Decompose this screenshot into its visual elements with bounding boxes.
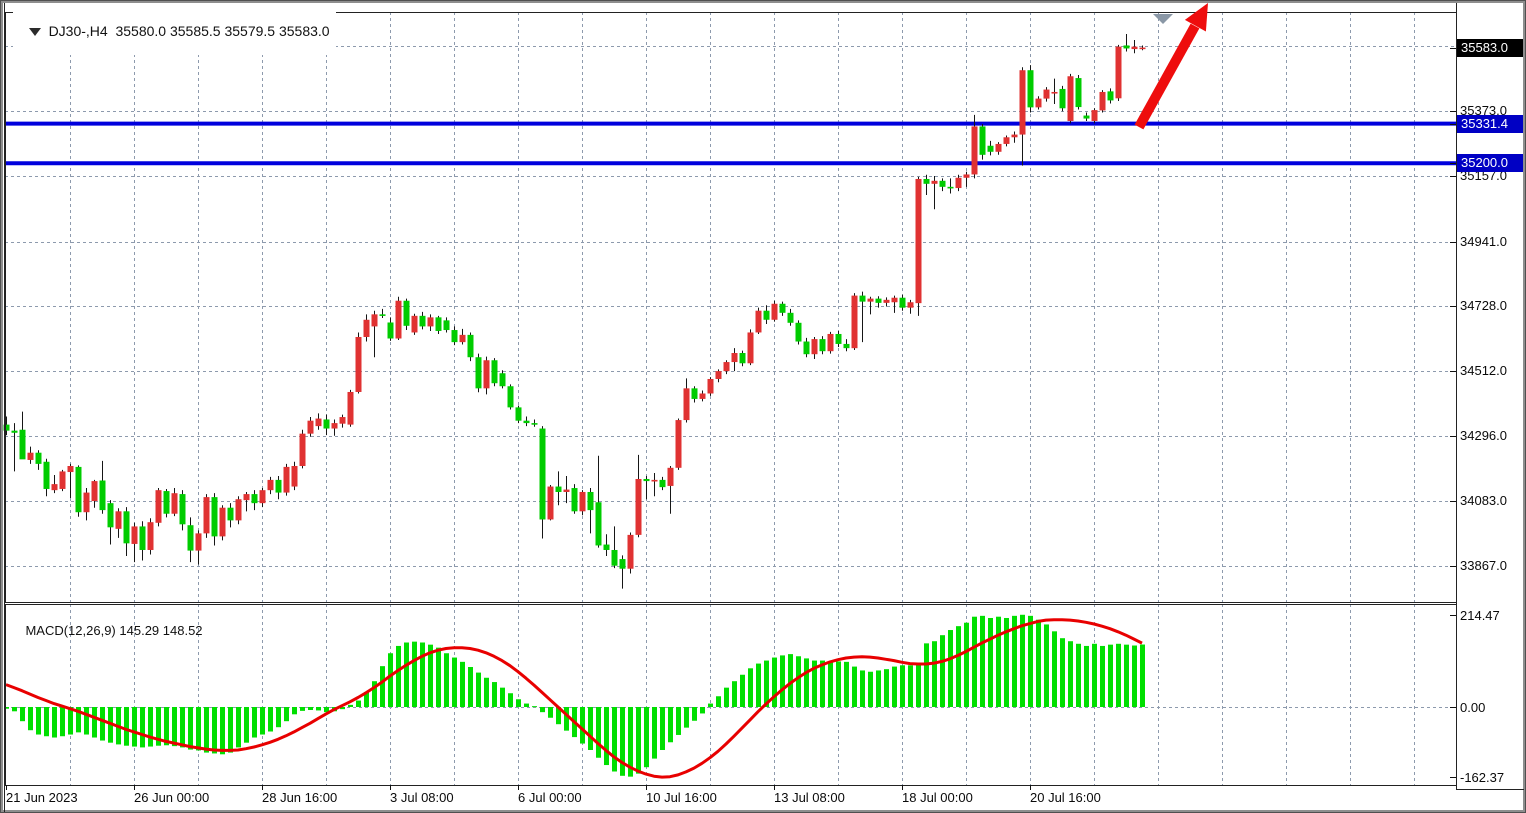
macd-indicator-label: MACD(12,26,9) — [25, 623, 116, 638]
time-axis-label: 28 Jun 16:00 — [262, 790, 338, 805]
macd-signal-line — [5, 618, 1143, 779]
macd-header: MACD(12,26,9) 145.29 148.52 — [11, 608, 203, 653]
price-axis-label: 34083.0 — [1460, 492, 1507, 508]
time-axis-label: 18 Jul 00:00 — [902, 790, 973, 805]
price-axis-label: 33867.0 — [1460, 557, 1507, 573]
price-axis-label: 34512.0 — [1460, 363, 1507, 379]
time-axis-label: 13 Jul 08:00 — [774, 790, 845, 805]
macd-histogram — [4, 614, 1145, 777]
price-axis-label: 35373.0 — [1460, 103, 1507, 118]
time-axis-label: 26 Jun 00:00 — [134, 790, 210, 805]
symbol-period-label: DJ30-,H4 — [48, 23, 108, 39]
time-axis-label: 3 Jul 08:00 — [390, 790, 454, 805]
current-price-badge: 35583.0 — [1457, 38, 1523, 57]
time-axis-label: 10 Jul 16:00 — [646, 790, 717, 805]
price-axis-label: 34941.0 — [1460, 233, 1507, 249]
horizontal-price-lines[interactable] — [5, 121, 1456, 166]
macd-indicator-values: 145.29 148.52 — [119, 623, 203, 638]
price-line-badge: 35331.4 — [1457, 114, 1523, 133]
chart-shift-marker-icon[interactable] — [1153, 14, 1173, 24]
candles — [3, 33, 1146, 589]
price-line-badge: 35200.0 — [1457, 154, 1523, 173]
time-axis-label: 6 Jul 00:00 — [518, 790, 582, 805]
symbol-dropdown-icon[interactable] — [28, 28, 41, 36]
panel-borders — [4, 3, 1524, 812]
price-axis-label: 34296.0 — [1460, 428, 1507, 444]
trend-arrow[interactable] — [1134, 3, 1208, 130]
axis-ticks — [6, 48, 1456, 790]
ohlc-values: 35580.0 35585.5 35579.5 35583.0 — [115, 23, 330, 39]
macd-axis-label: -162.37 — [1460, 769, 1505, 785]
chart-header: DJ30-,H4 35580.0 35585.5 35579.5 35583.0 — [13, 7, 336, 55]
gridlines — [5, 12, 1456, 785]
macd-axis-label: 214.47 — [1460, 607, 1500, 623]
time-axis-label: 21 Jun 2023 — [6, 790, 78, 805]
price-axis-label: 34728.0 — [1460, 297, 1507, 313]
time-axis-label: 20 Jul 16:00 — [1030, 790, 1101, 805]
macd-axis-label: 0.00 — [1460, 700, 1486, 715]
